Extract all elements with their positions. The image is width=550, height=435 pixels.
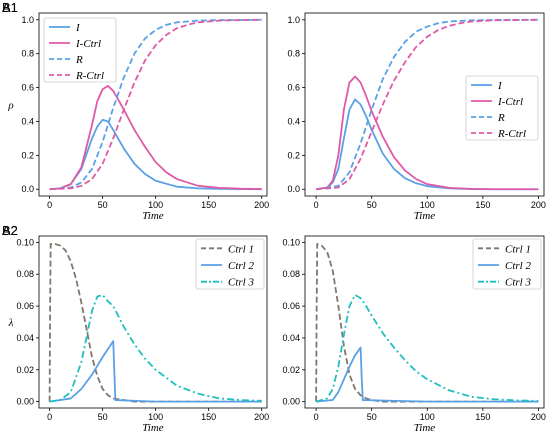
plot-frame [38, 12, 268, 197]
y-tick-label: 1.0 [287, 15, 300, 25]
legend: Ctrl 1 Ctrl 2 Ctrl 3 [195, 238, 265, 290]
series-line-r [49, 18, 262, 191]
x-tick-label: 100 [148, 200, 163, 210]
series-line-i-ctrl [49, 84, 262, 191]
x-tick-label: 200 [531, 200, 546, 210]
y-tick-label: 0.00 [16, 397, 34, 407]
series-line-r-ctrl [49, 18, 262, 191]
legend-box [195, 238, 265, 290]
plot-frame [38, 235, 268, 409]
legend-entry: Ctrl 3 [228, 277, 254, 289]
plot-frame [304, 12, 545, 197]
series-line-r [315, 18, 539, 191]
y-tick-label: 1.0 [21, 15, 34, 25]
y-axis-label: λ [8, 317, 14, 329]
x-tick-label: 200 [531, 412, 546, 422]
y-tick-label: 0.08 [16, 269, 34, 279]
series-line-ctrl-2 [316, 346, 539, 403]
y-axis-label: ρ [7, 100, 13, 112]
x-axis-label: Time [142, 210, 164, 222]
legend-entry: I-Ctrl [497, 96, 523, 108]
legend-entry: Ctrl 2 [505, 260, 531, 272]
panel-label: A2 [2, 223, 18, 238]
panel-label: B1 [2, 0, 18, 15]
legend-entry: R-Ctrl [75, 70, 104, 82]
x-tick-label: 100 [420, 200, 435, 210]
y-tick-label: 0.04 [282, 333, 300, 343]
y-tick-label: 0.10 [16, 237, 34, 247]
y-tick-label: 0.00 [282, 397, 300, 407]
x-tick-label: 0 [47, 412, 52, 422]
legend-entry: Ctrl 3 [505, 277, 531, 289]
legend-entry: R [497, 112, 505, 124]
series-line-i [49, 118, 262, 191]
x-tick-label: 100 [148, 412, 163, 422]
x-tick-label: 0 [47, 200, 52, 210]
y-tick-label: 0.8 [21, 49, 34, 59]
panel-b1: B1 0 50 100 150 200 0.0 0.2 0.4 0.6 0.8 1.0 Time I I-C… [2, 0, 546, 222]
y-tick-label: 0.0 [21, 184, 34, 194]
legend: I I-Ctrl R R-Ctrl [465, 75, 539, 141]
y-tick-label: 0.04 [16, 333, 34, 343]
x-tick-label: 0 [314, 200, 319, 210]
y-tick-label: 0.10 [282, 237, 300, 247]
x-tick-label: 150 [201, 412, 216, 422]
series-line-ctrl-3 [49, 294, 262, 403]
y-tick-label: 0.2 [287, 150, 300, 160]
x-axis-label: Time [142, 422, 164, 434]
legend-entry: Ctrl 2 [228, 260, 254, 272]
panel-b2: B2 0 50 100 150 200 0.00 0.02 0.04 0.06 0.08 0.10 Ti… [2, 223, 546, 434]
legend: I I-Ctrl R R-Ctrl [43, 17, 117, 83]
x-tick-label: 100 [420, 412, 435, 422]
y-tick-label: 0.06 [282, 301, 300, 311]
legend: Ctrl 1 Ctrl 2 Ctrl 3 [472, 238, 542, 290]
series-line-ctrl-3 [315, 294, 539, 403]
x-axis-label: Time [414, 422, 436, 434]
legend-entry: I-Ctrl [75, 38, 101, 50]
panel-a1: A1 0 50 100 150 200 0.0 0.2 0.4 0.6 0.8 1.0 Time ρ I I-… [2, 0, 269, 222]
x-tick-label: 50 [367, 412, 377, 422]
x-tick-label: 50 [98, 200, 108, 210]
y-tick-label: 0.02 [16, 365, 34, 375]
series-line-ctrl-2 [49, 340, 262, 403]
legend-entry: R [75, 54, 83, 66]
y-tick-label: 0.0 [287, 184, 300, 194]
y-tick-label: 0.4 [21, 116, 34, 126]
series-line-r-ctrl [316, 18, 539, 191]
plot-frame [304, 235, 545, 409]
y-tick-label: 0.8 [287, 49, 300, 59]
panel-label: B2 [2, 223, 18, 238]
x-axis-label: Time [414, 210, 436, 222]
panel-label: A1 [2, 0, 18, 15]
y-tick-label: 0.6 [21, 83, 34, 93]
panel-a2: A2 0 50 100 150 200 0.00 0.02 0.04 0.06 0.08 0.10 Ti… [2, 223, 269, 434]
y-tick-label: 0.02 [282, 365, 300, 375]
legend-entry: R-Ctrl [497, 128, 526, 140]
y-tick-label: 0.6 [287, 83, 300, 93]
y-tick-label: 0.06 [16, 301, 34, 311]
x-tick-label: 150 [475, 412, 490, 422]
x-tick-label: 0 [314, 412, 319, 422]
y-tick-label: 0.08 [282, 269, 300, 279]
x-tick-label: 200 [254, 200, 269, 210]
legend-box [472, 238, 542, 290]
x-tick-label: 150 [201, 200, 216, 210]
y-tick-label: 0.2 [21, 150, 34, 160]
legend-box [43, 17, 117, 83]
x-tick-label: 50 [98, 412, 108, 422]
legend-box [465, 75, 539, 141]
legend-entry: I [75, 22, 81, 34]
legend-entry: Ctrl 1 [505, 243, 531, 255]
y-tick-label: 0.4 [287, 116, 300, 126]
legend-entry: Ctrl 1 [228, 243, 254, 255]
x-tick-label: 200 [254, 412, 269, 422]
legend-entry: I [497, 80, 503, 92]
x-tick-label: 150 [475, 200, 490, 210]
x-tick-label: 50 [367, 200, 377, 210]
